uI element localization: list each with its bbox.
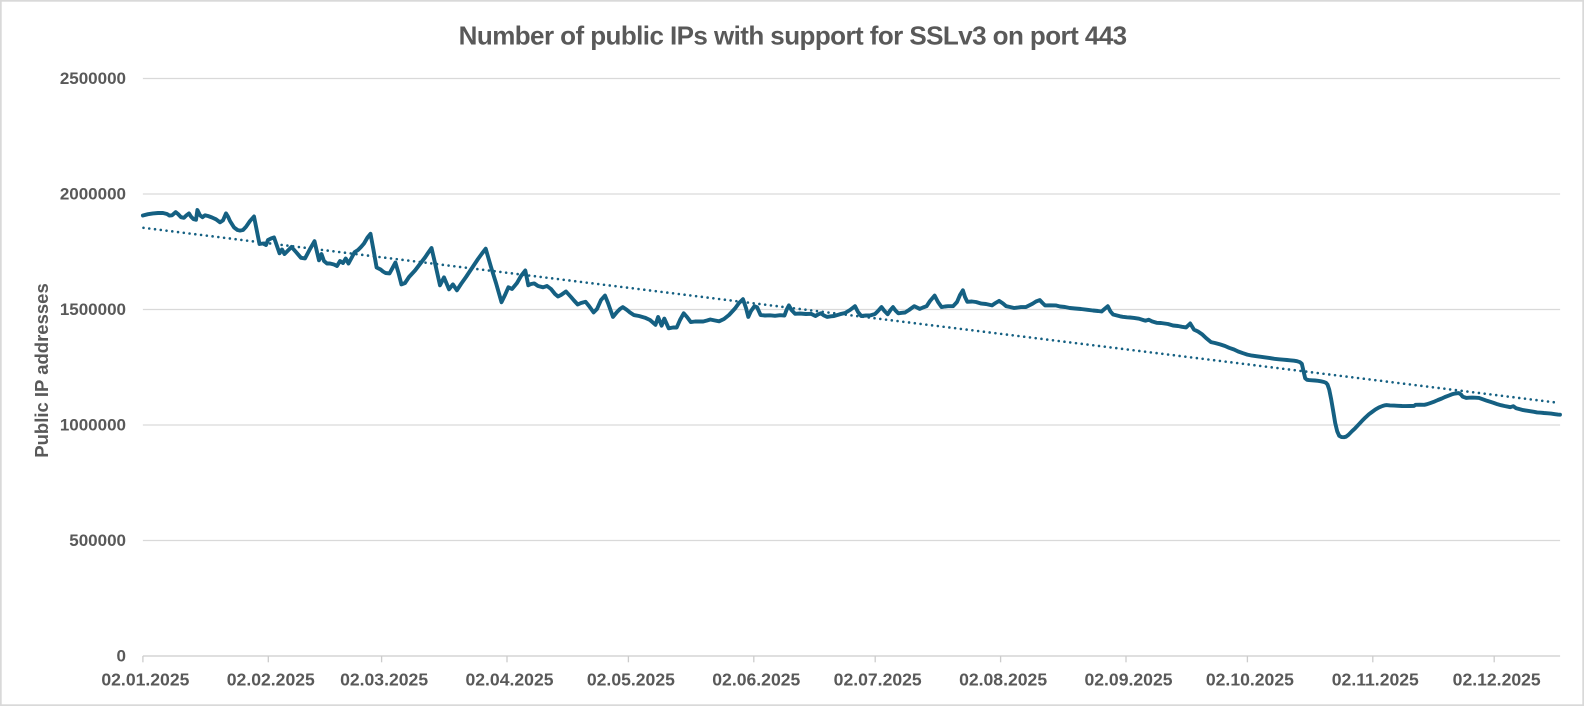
svg-text:Public IP addresses: Public IP addresses: [31, 283, 52, 457]
svg-text:02.02.2025: 02.02.2025: [227, 670, 315, 690]
svg-text:02.07.2025: 02.07.2025: [834, 670, 922, 690]
svg-text:2500000: 2500000: [60, 69, 126, 88]
svg-text:02.06.2025: 02.06.2025: [712, 670, 800, 690]
svg-text:0: 0: [117, 647, 126, 666]
svg-text:02.03.2025: 02.03.2025: [340, 670, 428, 690]
svg-text:02.08.2025: 02.08.2025: [959, 670, 1047, 690]
svg-text:02.10.2025: 02.10.2025: [1206, 670, 1294, 690]
svg-text:02.12.2025: 02.12.2025: [1453, 670, 1541, 690]
svg-text:02.04.2025: 02.04.2025: [465, 670, 553, 690]
svg-text:1500000: 1500000: [60, 300, 126, 319]
svg-text:2000000: 2000000: [60, 185, 126, 204]
svg-text:500000: 500000: [69, 531, 126, 550]
svg-text:1000000: 1000000: [60, 416, 126, 435]
svg-text:Number of public IPs with supp: Number of public IPs with support for SS…: [459, 20, 1127, 50]
svg-text:02.01.2025: 02.01.2025: [101, 670, 189, 690]
svg-text:02.11.2025: 02.11.2025: [1332, 670, 1419, 690]
svg-text:02.05.2025: 02.05.2025: [587, 670, 675, 690]
svg-text:02.09.2025: 02.09.2025: [1084, 670, 1172, 690]
